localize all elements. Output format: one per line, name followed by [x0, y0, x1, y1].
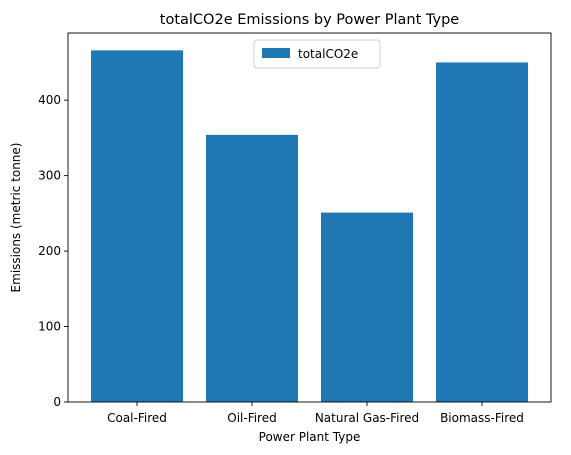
y-tick-label: 200	[38, 244, 61, 258]
y-tick-label: 400	[38, 93, 61, 107]
y-axis-label: Emissions (metric tonne)	[9, 143, 23, 293]
legend-label: totalCO2e	[298, 47, 358, 61]
x-axis-label: Power Plant Type	[259, 430, 361, 444]
x-tick-label: Oil-Fired	[227, 411, 276, 425]
x-tick-label: Biomass-Fired	[440, 411, 524, 425]
bar-coal-fired	[91, 50, 183, 402]
chart-title: totalCO2e Emissions by Power Plant Type	[160, 12, 459, 28]
x-axis-ticks: Coal-Fired Oil-Fired Natural Gas-Fired Biom…	[107, 402, 524, 425]
bar-natural-gas-fired	[321, 212, 413, 402]
plot-frame	[67, 32, 552, 403]
x-tick-label: Coal-Fired	[107, 411, 167, 425]
y-tick-label: 300	[38, 169, 61, 183]
bar-biomass-fired	[436, 62, 528, 403]
legend: totalCO2e	[253, 39, 381, 69]
y-tick-label: 0	[53, 395, 61, 409]
bar-oil-fired	[206, 134, 298, 403]
bars-group	[91, 50, 528, 403]
legend-box	[253, 39, 381, 69]
y-tick-label: 100	[38, 320, 61, 334]
legend-swatch	[262, 48, 290, 58]
x-tick-label: Natural Gas-Fired	[315, 411, 419, 425]
y-axis-ticks: 0 100 200 300 400	[38, 93, 68, 409]
